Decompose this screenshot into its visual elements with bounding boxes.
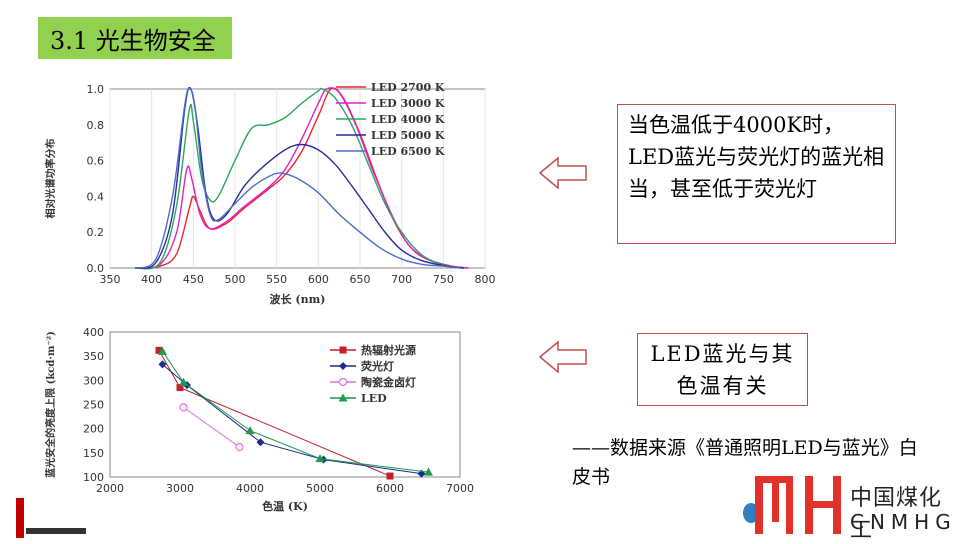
data-source-text: ——数据来源《普通照明LED与蓝光》白皮书 — [572, 437, 918, 488]
data-point — [179, 377, 188, 386]
x-tick-label: 7000 — [446, 482, 474, 495]
x-tick-label: 400 — [141, 273, 162, 286]
y-tick-label: 400 — [83, 326, 104, 339]
data-point — [386, 472, 394, 480]
y-tick-label: 0.8 — [87, 119, 105, 132]
legend-label: 荧光灯 — [361, 359, 394, 373]
data-point — [176, 384, 184, 392]
data-point — [245, 426, 255, 435]
callout-note-2: LED蓝光与其色温有关 — [637, 333, 808, 406]
x-axis-label: 波长 (nm) — [270, 292, 326, 306]
decorative-mark — [16, 498, 24, 538]
x-axis-label: 色温 (K) — [262, 499, 308, 513]
y-tick-label: 0.6 — [87, 155, 105, 168]
callout-note-1: 当色温低于4000K时，LED蓝光与荧光灯的蓝光相当，甚至低于荧光灯 — [617, 104, 896, 244]
y-tick-label: 1.0 — [87, 83, 105, 96]
legend-marker — [339, 362, 347, 370]
legend-marker — [338, 393, 348, 402]
y-tick-label: 150 — [83, 447, 104, 460]
x-tick-label: 450 — [183, 273, 204, 286]
logo-text-cn: 中国煤化工 — [850, 486, 943, 543]
x-tick-label: 600 — [308, 273, 329, 286]
legend-label: LED 4000 K — [371, 113, 445, 126]
legend-label: LED 5000 K — [371, 129, 445, 142]
data-point — [315, 454, 325, 463]
left-arrow-icon — [538, 156, 587, 190]
logo-mark-icon — [755, 476, 841, 534]
left-arrow-icon — [538, 340, 587, 374]
legend-label: 热辐射光源 — [361, 343, 416, 357]
x-tick-label: 350 — [100, 273, 121, 286]
spectrum-chart: 350 400 450 500 550 600 650 700 750 800 0.0 0.2 0.4 0… — [44, 81, 496, 306]
y-tick-label: 250 — [83, 399, 104, 412]
legend-label: LED — [361, 392, 387, 405]
y-tick-label: 0.2 — [87, 226, 105, 239]
y-tick-label: 350 — [83, 350, 104, 363]
series-line — [158, 350, 391, 477]
y-tick-label: 0.4 — [87, 190, 105, 203]
data-point — [155, 346, 163, 354]
legend-marker — [339, 346, 347, 354]
blue-light-limit-chart: 2000 3000 4000 5000 6000 7000 100 150 200 250 300 3… — [44, 326, 474, 513]
series-line — [134, 87, 465, 270]
legend-marker — [338, 377, 348, 387]
x-tick-label: 550 — [266, 273, 287, 286]
legend-label: LED 2700 K — [371, 81, 445, 94]
y-tick-label: 100 — [83, 471, 104, 484]
callout-note-2-text: LED蓝光与其色温有关 — [650, 342, 795, 398]
legend-label: LED 3000 K — [371, 97, 445, 110]
x-tick-label: 750 — [433, 273, 454, 286]
decorative-bar — [26, 528, 86, 534]
y-tick-label: 300 — [83, 374, 104, 387]
plot-frame — [109, 331, 461, 478]
data-point — [424, 467, 433, 476]
data-point — [235, 442, 244, 452]
x-tick-label: 650 — [350, 273, 371, 286]
y-axis-label: 蓝光安全的亮度上限 (kcd·m⁻²) — [44, 331, 57, 478]
x-tick-label: 500 — [225, 273, 246, 286]
callout-note-1-text: 当色温低于4000K时，LED蓝光与荧光灯的蓝光相当，甚至低于荧光灯 — [628, 113, 885, 201]
data-source-note: ——数据来源《普通照明LED与蓝光》白皮书 — [572, 434, 932, 492]
slide-title-text: 3.1 光生物安全 — [50, 26, 216, 55]
data-point — [158, 360, 167, 369]
logo-text-en: CNMHG — [850, 510, 957, 534]
x-tick-label: 4000 — [236, 482, 264, 495]
series-line — [134, 87, 469, 269]
x-tick-label: 700 — [391, 273, 412, 286]
x-tick-label: 2000 — [96, 482, 124, 495]
x-tick-label: 5000 — [306, 482, 334, 495]
data-point — [256, 438, 265, 447]
x-tick-label: 6000 — [376, 482, 404, 495]
y-tick-label: 200 — [83, 423, 104, 436]
legend-label: LED 6500 K — [371, 145, 445, 158]
data-point — [158, 346, 167, 355]
y-tick-label: 0.0 — [87, 262, 105, 275]
legend-label: 陶瓷金卤灯 — [361, 375, 416, 389]
series-line — [134, 87, 461, 269]
slide-title: 3.1 光生物安全 — [38, 17, 232, 59]
series-line — [183, 406, 240, 448]
y-axis-label: 相对光谱功率分布 — [44, 139, 57, 219]
data-point — [179, 403, 188, 412]
x-tick-label: 800 — [475, 273, 496, 286]
x-tick-label: 3000 — [166, 482, 194, 495]
